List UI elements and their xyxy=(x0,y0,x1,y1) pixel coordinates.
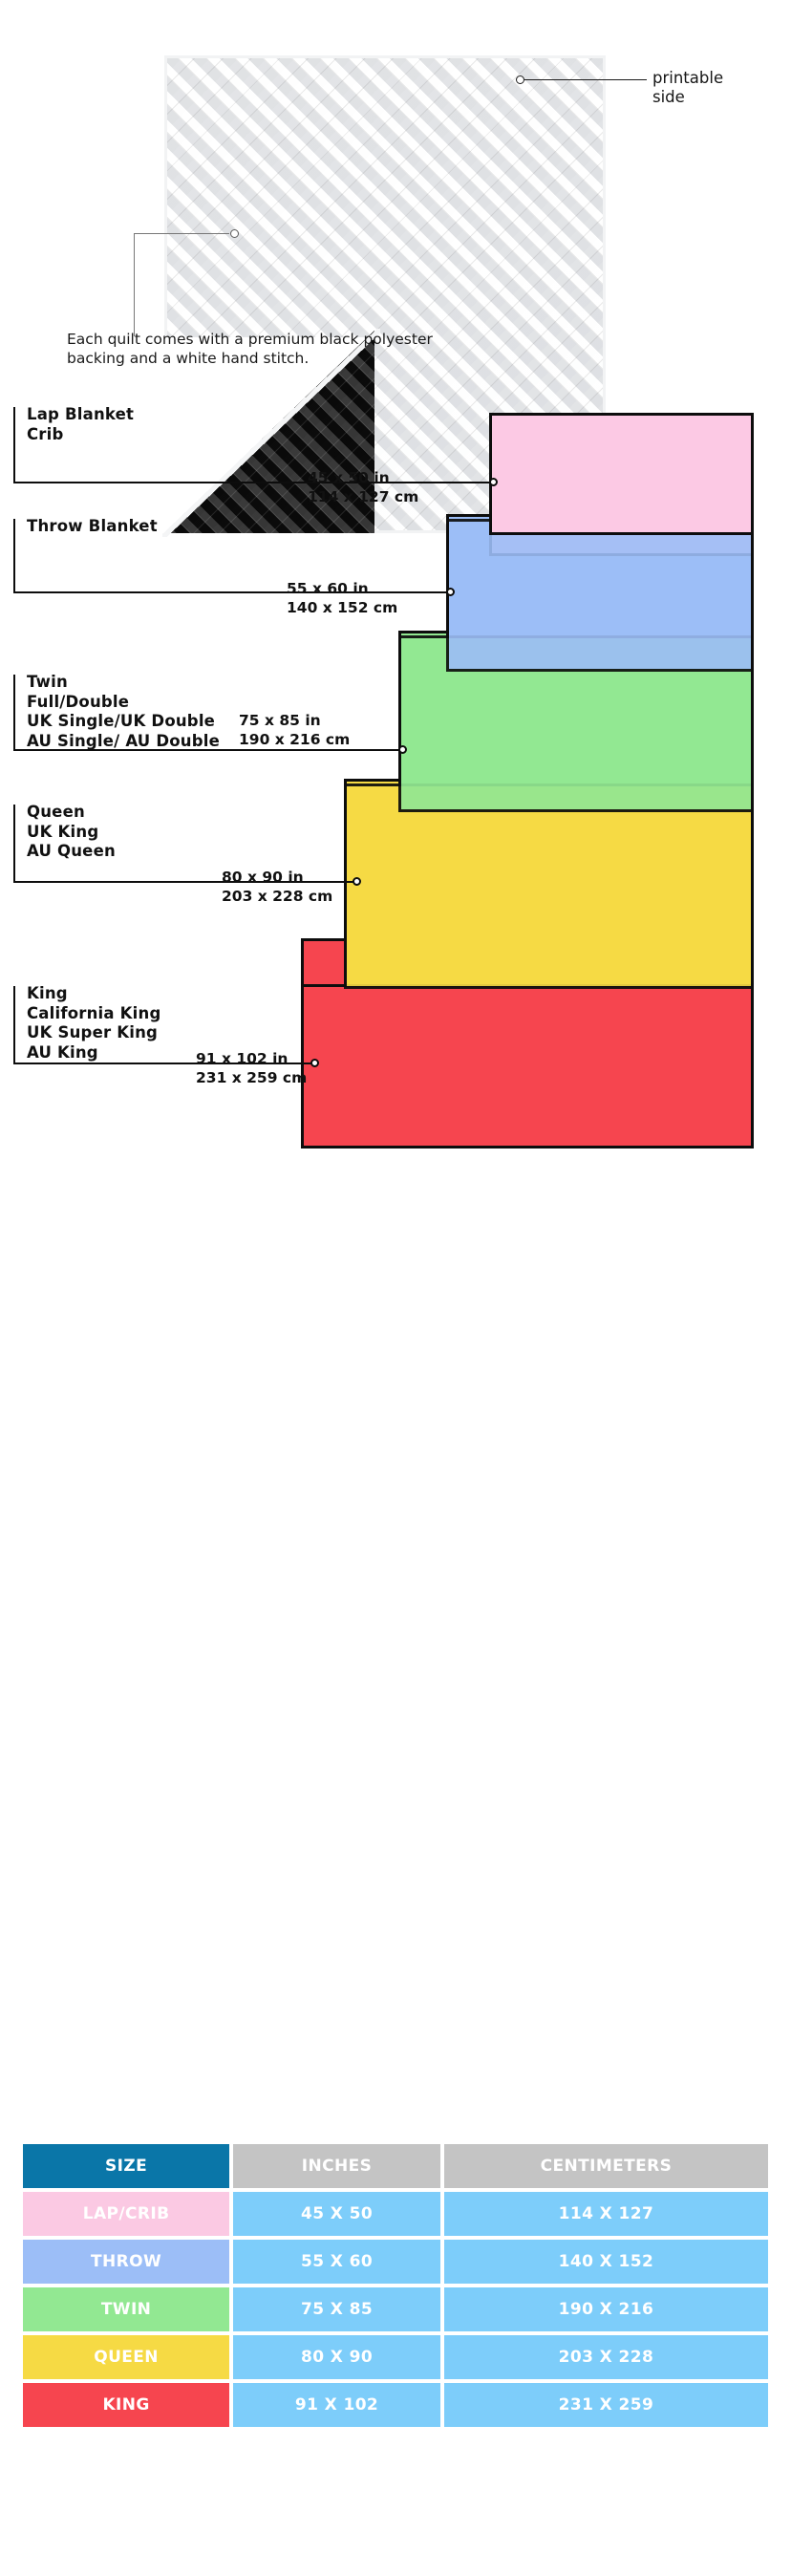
callout-leader-line-horizontal xyxy=(134,233,229,235)
leader-vertical xyxy=(13,986,15,1064)
table-cell-centimeters: 231 X 259 xyxy=(443,2383,768,2427)
size-table: SIZE INCHES CENTIMETERS LAP/CRIB 45 X 50… xyxy=(19,2140,772,2431)
size-rect-king xyxy=(301,984,754,1148)
black-backing-callout xyxy=(134,229,239,336)
table-cell-centimeters: 114 X 127 xyxy=(443,2192,768,2236)
table-cell-size: THROW xyxy=(23,2240,230,2284)
diagram-dim-throw-cm: 140 x 152 cm xyxy=(287,599,398,616)
diagram-dim-lap-in: 45 x 50 in xyxy=(308,469,390,486)
leader-lap xyxy=(13,407,501,486)
table-cell-centimeters: 203 X 228 xyxy=(443,2335,768,2379)
table-row: TWIN 75 X 85 190 X 216 xyxy=(23,2287,768,2331)
table-header-centimeters: CENTIMETERS xyxy=(443,2144,768,2188)
table-cell-inches: 91 X 102 xyxy=(233,2383,440,2427)
callout-dot-icon xyxy=(230,229,239,238)
diagram-label-king: King California King UK Super King AU Ki… xyxy=(27,984,161,1062)
leader-horizontal xyxy=(13,591,448,593)
diagram-dim-lap-cm: 114 x 127 cm xyxy=(308,488,419,505)
leader-dot-icon xyxy=(310,1059,319,1067)
table-row: KING 91 X 102 231 X 259 xyxy=(23,2383,768,2427)
table-header-row: SIZE INCHES CENTIMETERS xyxy=(23,2144,768,2188)
diagram-dim-king-in: 91 x 102 in xyxy=(196,1050,289,1067)
table-cell-inches: 80 X 90 xyxy=(233,2335,440,2379)
diagram-label-queen: Queen UK King AU Queen xyxy=(27,803,116,860)
diagram-dim-throw-in: 55 x 60 in xyxy=(287,580,369,597)
leader-dot-icon xyxy=(398,745,407,754)
leader-horizontal xyxy=(13,749,400,751)
diagram-label-lap: Lap Blanket Crib xyxy=(27,405,135,443)
backing-caption: Each quilt comes with a premium black po… xyxy=(67,331,433,367)
table-header-size: SIZE xyxy=(23,2144,230,2188)
diagram-label-twin: Twin Full/Double UK Single/UK Double AU … xyxy=(27,673,220,750)
leader-vertical xyxy=(13,407,15,483)
callout-dot-icon xyxy=(516,75,524,84)
size-rect-queen-front xyxy=(344,784,754,989)
leader-dot-icon xyxy=(489,478,498,486)
table-cell-inches: 75 X 85 xyxy=(233,2287,440,2331)
table-cell-centimeters: 190 X 216 xyxy=(443,2287,768,2331)
diagram-dim-queen-cm: 203 x 228 cm xyxy=(222,888,333,905)
size-rect-throw-front xyxy=(446,519,754,672)
table-cell-size: QUEEN xyxy=(23,2335,230,2379)
leader-twin xyxy=(13,675,415,754)
diagram-dim-twin-in: 75 x 85 in xyxy=(239,712,321,729)
table-row: LAP/CRIB 45 X 50 114 X 127 xyxy=(23,2192,768,2236)
table-cell-size: KING xyxy=(23,2383,230,2427)
leader-dot-icon xyxy=(353,877,361,886)
callout-leader-line xyxy=(524,79,647,81)
diagram-dim-twin-cm: 190 x 216 cm xyxy=(239,731,351,748)
table-cell-size: LAP/CRIB xyxy=(23,2192,230,2236)
printable-side-label: printable side xyxy=(652,69,724,106)
table-row: QUEEN 80 X 90 203 X 228 xyxy=(23,2335,768,2379)
leader-queen xyxy=(13,805,369,886)
diagram-dim-queen-in: 80 x 90 in xyxy=(222,869,304,886)
leader-horizontal xyxy=(13,1063,312,1064)
table-cell-centimeters: 140 X 152 xyxy=(443,2240,768,2284)
table-cell-size: TWIN xyxy=(23,2287,230,2331)
leader-vertical xyxy=(13,675,15,751)
leader-throw xyxy=(13,519,462,596)
leader-vertical xyxy=(13,805,15,883)
table-cell-inches: 55 X 60 xyxy=(233,2240,440,2284)
leader-dot-icon xyxy=(446,588,455,596)
size-rect-lap-front xyxy=(489,413,754,535)
leader-horizontal xyxy=(13,482,491,483)
table-header-inches: INCHES xyxy=(233,2144,440,2188)
printable-side-callout: printable side xyxy=(516,69,791,136)
table-row: THROW 55 X 60 140 X 152 xyxy=(23,2240,768,2284)
callout-leader-line-vertical xyxy=(134,233,136,336)
diagram-label-throw: Throw Blanket xyxy=(27,517,158,535)
diagram-dim-king-cm: 231 x 259 cm xyxy=(196,1069,308,1086)
size-comparison-diagram: Lap Blanket Crib 45 x 50 in 114 x 127 cm… xyxy=(0,392,791,2112)
leader-king xyxy=(13,986,329,1067)
leader-vertical xyxy=(13,519,15,593)
leader-horizontal xyxy=(13,881,354,883)
table-cell-inches: 45 X 50 xyxy=(233,2192,440,2236)
